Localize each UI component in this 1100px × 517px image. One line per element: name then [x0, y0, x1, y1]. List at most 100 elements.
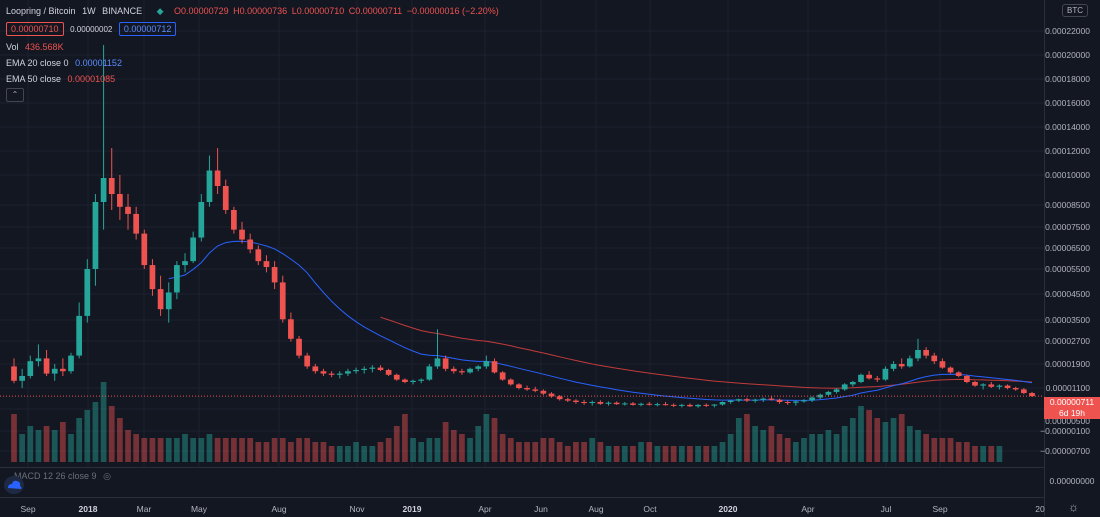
- chevron-up-icon: ⌃: [11, 90, 19, 99]
- volume-bar: [638, 442, 644, 462]
- volume-bar: [980, 446, 986, 462]
- time-tick-label: 2019: [402, 504, 422, 514]
- candle-body: [735, 399, 742, 401]
- candle-body: [833, 389, 840, 392]
- volume-bar: [654, 446, 661, 462]
- candlestick-chart[interactable]: [0, 0, 1044, 467]
- ema50-line: [380, 316, 1033, 389]
- candle-body: [898, 364, 905, 367]
- price-tick-label: 0.00016000: [1045, 98, 1090, 108]
- candle-body: [809, 397, 815, 401]
- volume-legend[interactable]: Vol 436.568K: [6, 42, 68, 52]
- volume-bar: [434, 438, 441, 462]
- currency-button[interactable]: BTC: [1062, 4, 1088, 17]
- ohlc-high: H0.00000736: [233, 6, 288, 16]
- time-tick-label: Apr: [801, 504, 815, 514]
- candle-body: [980, 384, 986, 386]
- volume-bar: [744, 414, 750, 462]
- price-axis[interactable]: 0.00022000 0.00020000 0.00018000 0.00016000…: [1040, 0, 1100, 516]
- candle-body: [996, 385, 1003, 387]
- candle-body: [43, 358, 50, 374]
- time-tick-label: Nov: [349, 504, 365, 514]
- macd-pane[interactable]: MACD 12 26 close 9 ◎: [0, 467, 1044, 498]
- time-tick-label: 20: [1035, 504, 1045, 514]
- candle-body: [866, 374, 872, 379]
- settings-gear-icon[interactable]: ☼: [1068, 500, 1079, 514]
- ema20-value: 0.00001152: [75, 58, 122, 68]
- volume-bar: [882, 422, 889, 462]
- ema50-label: EMA 50 close: [6, 74, 62, 84]
- volume-bar: [768, 426, 775, 462]
- candle-body: [377, 367, 384, 370]
- candle-body: [271, 267, 278, 283]
- candle-body: [27, 361, 34, 376]
- volume-bar: [890, 418, 897, 462]
- volume-bar: [573, 442, 579, 462]
- volume-bar: [963, 442, 970, 462]
- volume-bar: [141, 438, 148, 462]
- candle-body: [288, 319, 294, 339]
- symbol-interval[interactable]: 1W: [82, 6, 96, 16]
- chart-plot-area[interactable]: [0, 0, 1044, 467]
- collapse-legend-button[interactable]: ⌃: [6, 88, 24, 102]
- volume-bar: [784, 438, 791, 462]
- macd-legend[interactable]: MACD 12 26 close 9 ◎: [14, 471, 115, 482]
- candle-body: [174, 265, 180, 293]
- volume-bar: [336, 446, 343, 462]
- candle-body: [190, 237, 197, 262]
- volume-bar: [646, 442, 653, 462]
- symbol-pair[interactable]: Loopring / Bitcoin: [6, 6, 76, 16]
- candle-body: [402, 379, 408, 382]
- tradingview-logo[interactable]: [4, 476, 24, 494]
- ema20-legend[interactable]: EMA 20 close 0 0.00001152: [6, 58, 126, 68]
- volume-bar: [687, 446, 693, 462]
- volume-bar: [898, 414, 905, 462]
- volume-bar: [475, 426, 482, 462]
- price-tick-label: −0.00000700: [1040, 446, 1090, 456]
- candle-body: [540, 390, 547, 394]
- price-tick-label: 0.00002700: [1045, 336, 1090, 346]
- macd-label: MACD 12 26 close 9: [14, 471, 97, 481]
- candle-body: [51, 368, 58, 374]
- volume-bar: [92, 402, 99, 462]
- volume-bar: [678, 446, 685, 462]
- volume-bar: [491, 418, 498, 462]
- volume-bar: [60, 422, 66, 462]
- volume-bar: [426, 438, 433, 462]
- time-axis[interactable]: Sep 2018 Mar May Aug Nov 2019 Apr Jun Aug Oct 2020 A…: [0, 497, 1045, 517]
- volume-bar: [996, 446, 1003, 462]
- candle-body: [19, 376, 25, 381]
- sell-price-box[interactable]: 0.00000710: [6, 22, 64, 36]
- eye-hidden-icon[interactable]: ◎: [103, 471, 111, 481]
- volume-bar: [125, 430, 131, 462]
- candle-body: [353, 370, 359, 372]
- volume-bar: [304, 438, 311, 462]
- candle-body: [499, 372, 506, 380]
- candle-body: [630, 403, 636, 405]
- candle-body: [108, 178, 115, 194]
- candle-body: [882, 368, 889, 380]
- quote-row: 0.00000710 0.00000002 0.00000712: [6, 22, 180, 36]
- volume-bar: [524, 442, 530, 462]
- candle-body: [768, 398, 775, 400]
- volume-bar: [108, 406, 115, 462]
- candle-body: [931, 355, 938, 362]
- volume-bar: [727, 434, 734, 462]
- volume-bar: [133, 434, 140, 462]
- volume-bar: [19, 434, 25, 462]
- ema50-legend[interactable]: EMA 50 close 0.00001085: [6, 74, 119, 84]
- volume-bar: [100, 382, 107, 462]
- candle-body: [304, 355, 311, 367]
- volume-bar: [703, 446, 710, 462]
- ohlc-change: −0.00000016 (−2.20%): [406, 6, 499, 16]
- volume-bar: [711, 446, 718, 462]
- buy-price-box[interactable]: 0.00000712: [118, 22, 177, 36]
- time-tick-label: Jul: [880, 504, 892, 514]
- candle-body: [963, 376, 970, 382]
- volume-bar: [719, 442, 726, 462]
- volume-bar: [499, 434, 506, 462]
- volume-bar: [988, 446, 995, 462]
- candle-body: [792, 401, 799, 403]
- volume-bar: [467, 438, 473, 462]
- price-tick-label: 0.00006500: [1045, 243, 1090, 253]
